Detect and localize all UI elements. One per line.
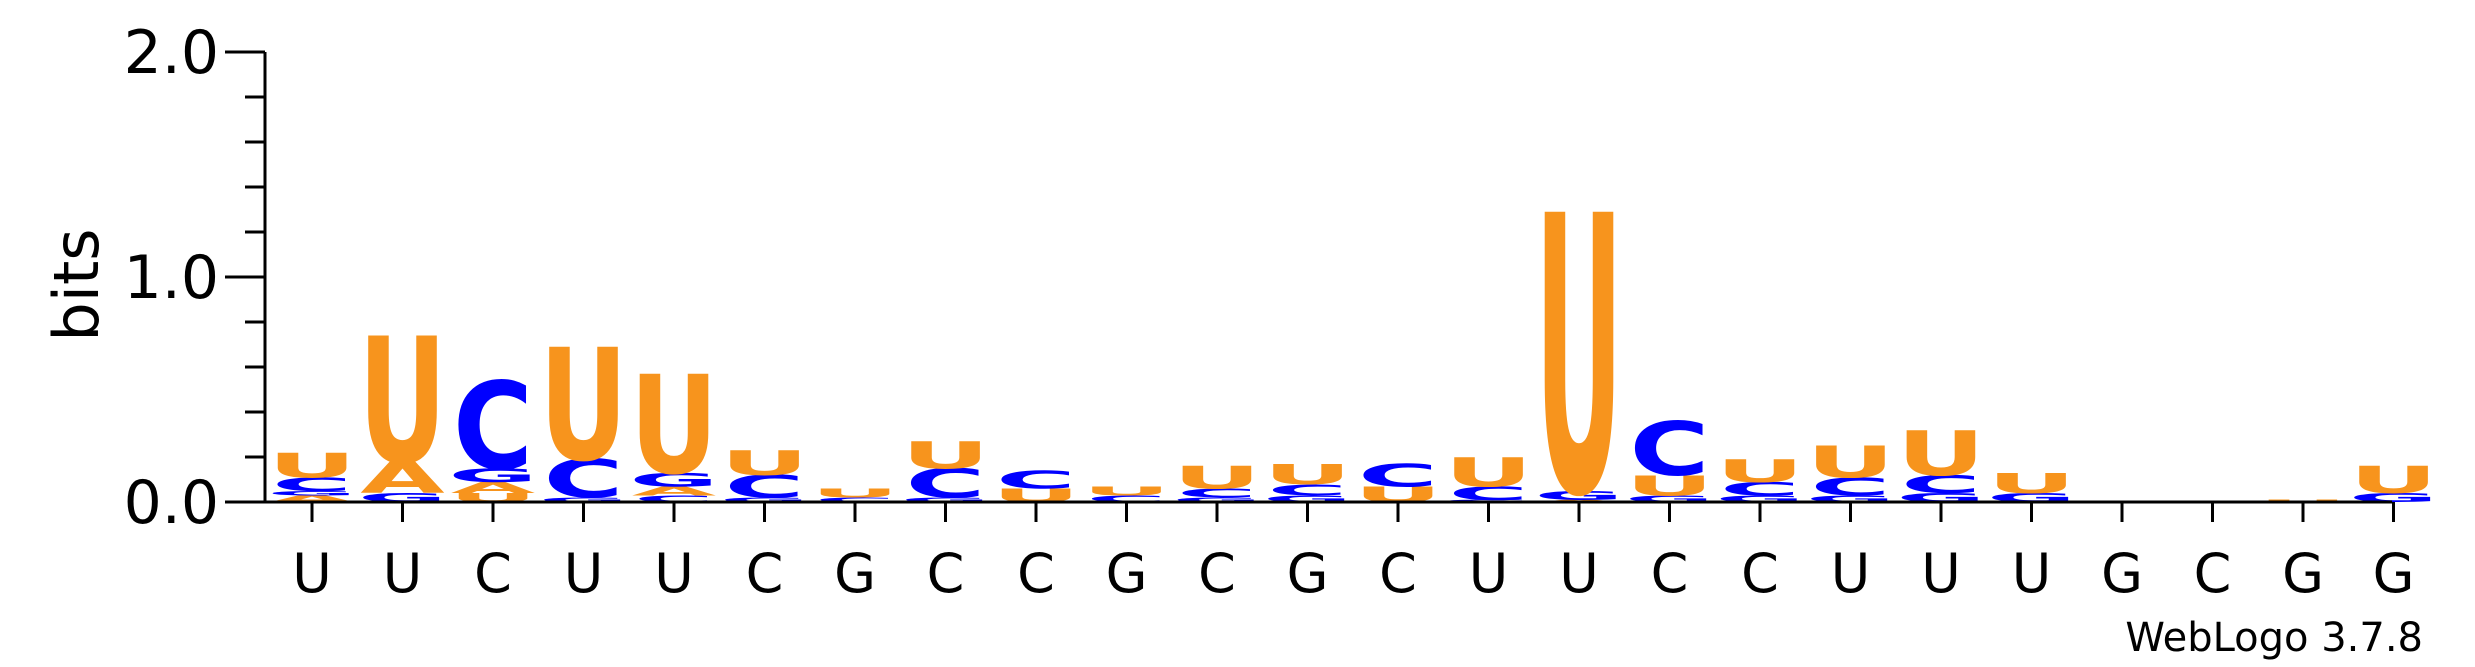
- logo-letter-U: U: [1173, 460, 1262, 496]
- logo-letter-C: C: [725, 469, 805, 505]
- logo-letter-U: U: [1082, 484, 1171, 498]
- logo-letter-G: G: [1806, 493, 1895, 504]
- logo-letter-U: U: [358, 302, 447, 503]
- logo-letter-C: C: [1358, 458, 1438, 494]
- logo-letter-U: U: [901, 434, 990, 477]
- logo-stacks: AGCUGAUUAGCGCUCAGUGCUCUGCUUCCUGCUGCUUCGC…: [267, 137, 2438, 582]
- logo-letter-G: G: [1263, 493, 1352, 504]
- logo-letter-C: C: [906, 461, 986, 507]
- x-tick-label: C: [2194, 542, 2232, 605]
- logo-letter-U: U: [539, 316, 628, 496]
- logo-letter-A: A: [451, 479, 535, 497]
- logo-letter-A: A: [270, 494, 355, 505]
- x-tick-label: G: [1287, 542, 1329, 605]
- x-tick-label: U: [564, 542, 604, 605]
- logo-letter-C: C: [544, 450, 624, 511]
- logo-letter-U: U: [1897, 418, 1986, 490]
- logo-letter-G: G: [1172, 496, 1261, 503]
- logo-letter-U: U: [630, 348, 719, 506]
- x-tick-label: U: [292, 542, 332, 605]
- logo-letter-C: C: [996, 466, 1076, 495]
- logo-letter-U: U: [811, 486, 900, 500]
- x-tick-label: C: [1379, 542, 1417, 605]
- x-tick-label: U: [654, 542, 694, 605]
- y-axis: 0.0 1.0 2.0: [124, 18, 267, 538]
- logo-letter-C: C: [1268, 481, 1348, 499]
- x-tick-label: G: [834, 542, 876, 605]
- logo-letter-U: U: [1625, 469, 1714, 501]
- logo-letter-U: U: [1987, 467, 2076, 499]
- logo-letter-G: G: [1625, 493, 1714, 504]
- logo-letter-G: G: [539, 496, 628, 503]
- x-tick-label: C: [1741, 542, 1779, 605]
- logo-letter-G: G: [448, 465, 537, 487]
- logo-letter-U: U: [1263, 458, 1352, 490]
- x-tick-label: C: [1651, 542, 1689, 605]
- logo-letter-C: C: [1449, 483, 1529, 505]
- y-tick-label: 1.0: [124, 243, 219, 313]
- logo-letter-C: C: [272, 474, 352, 496]
- x-tick-label: C: [1017, 542, 1055, 605]
- logo-letter-G: G: [720, 496, 809, 503]
- x-tick-label: G: [2282, 542, 2324, 605]
- weblogo-version-footer: WebLogo 3.7.8: [2125, 615, 2423, 661]
- logo-letter-C: C: [453, 357, 533, 497]
- logo-letter-U: U: [1716, 453, 1805, 489]
- logo-letter-C: C: [1630, 407, 1710, 493]
- logo-letter-U: U: [268, 446, 357, 485]
- logo-letter-A: A: [360, 453, 444, 503]
- x-tick-label: U: [383, 542, 423, 605]
- x-tick-label: U: [1921, 542, 1961, 605]
- logo-letter-C: C: [1720, 478, 1800, 500]
- x-tick-label: C: [1198, 542, 1236, 605]
- x-tick-label: C: [746, 542, 784, 605]
- logo-letter-A: A: [632, 484, 716, 498]
- logo-letter-G: G: [1715, 493, 1804, 504]
- x-tick-label: C: [474, 542, 512, 605]
- logo-letter-U: U: [1444, 450, 1533, 496]
- logo-letter-U: U: [2349, 459, 2438, 502]
- x-tick-label: G: [2101, 542, 2143, 605]
- logo-letter-C: C: [1901, 470, 1981, 499]
- logo-letter-U: U: [1806, 437, 1895, 487]
- x-tick-label: U: [1559, 542, 1599, 605]
- logo-letter-C: C: [634, 493, 714, 504]
- y-tick-label: 0.0: [124, 468, 219, 538]
- logo-letter-G: G: [1534, 488, 1623, 502]
- x-tick-label: U: [1469, 542, 1509, 605]
- logo-letter-G: G: [267, 490, 356, 497]
- y-tick-label: 2.0: [124, 18, 219, 88]
- x-tick-label: U: [1831, 542, 1871, 605]
- x-tick-label: C: [927, 542, 965, 605]
- logo-letter-G: G: [629, 469, 718, 491]
- y-axis-label: bits: [40, 228, 113, 341]
- logo-letter-C: C: [815, 496, 895, 503]
- x-tick-label: G: [1106, 542, 1148, 605]
- logo-letter-C: C: [1087, 493, 1167, 504]
- logo-letter-U: U: [720, 444, 809, 483]
- logo-letter-C: C: [1811, 472, 1891, 501]
- x-tick-label: U: [2012, 542, 2052, 605]
- x-tick-label: G: [2373, 542, 2415, 605]
- logo-letter-G: G: [901, 496, 990, 503]
- logo-letter-C: C: [1177, 486, 1257, 500]
